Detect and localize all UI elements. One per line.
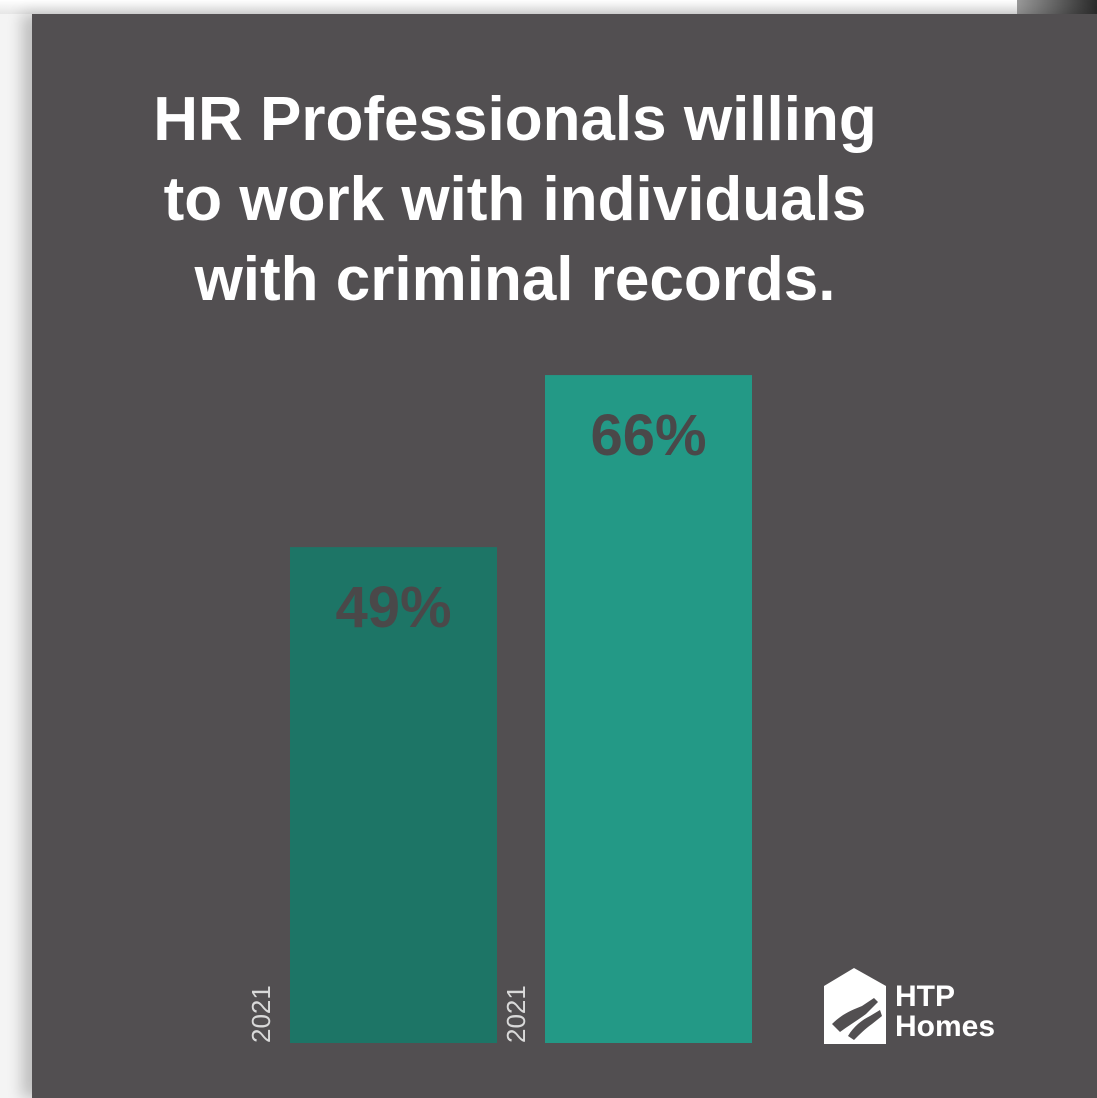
logo-line-homes: Homes (895, 1010, 996, 1043)
chart-title-line-3: with criminal records. (194, 245, 836, 314)
bar-1 (290, 547, 497, 1043)
logo-line-htp: HTP (895, 980, 955, 1013)
x-tick-label-2: 2021 (501, 985, 531, 1043)
x-tick-label-1: 2021 (246, 985, 276, 1043)
bar-value-label-1: 49% (335, 575, 451, 640)
chart-title: HR Professionals willing to work with in… (50, 80, 980, 320)
chart-title-line-2: to work with individuals (163, 165, 867, 234)
chart-title-line-1: HR Professionals willing (153, 85, 877, 154)
bar-2 (545, 375, 752, 1044)
htp-homes-logo (824, 968, 886, 1044)
top-edge-strip (0, 0, 1097, 14)
house-hands-icon (824, 968, 886, 1044)
bar-value-label-2: 66% (590, 403, 706, 468)
logo-wordmark: HTP Homes (895, 982, 995, 1042)
